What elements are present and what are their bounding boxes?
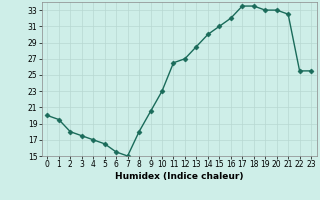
X-axis label: Humidex (Indice chaleur): Humidex (Indice chaleur) [115, 172, 244, 181]
